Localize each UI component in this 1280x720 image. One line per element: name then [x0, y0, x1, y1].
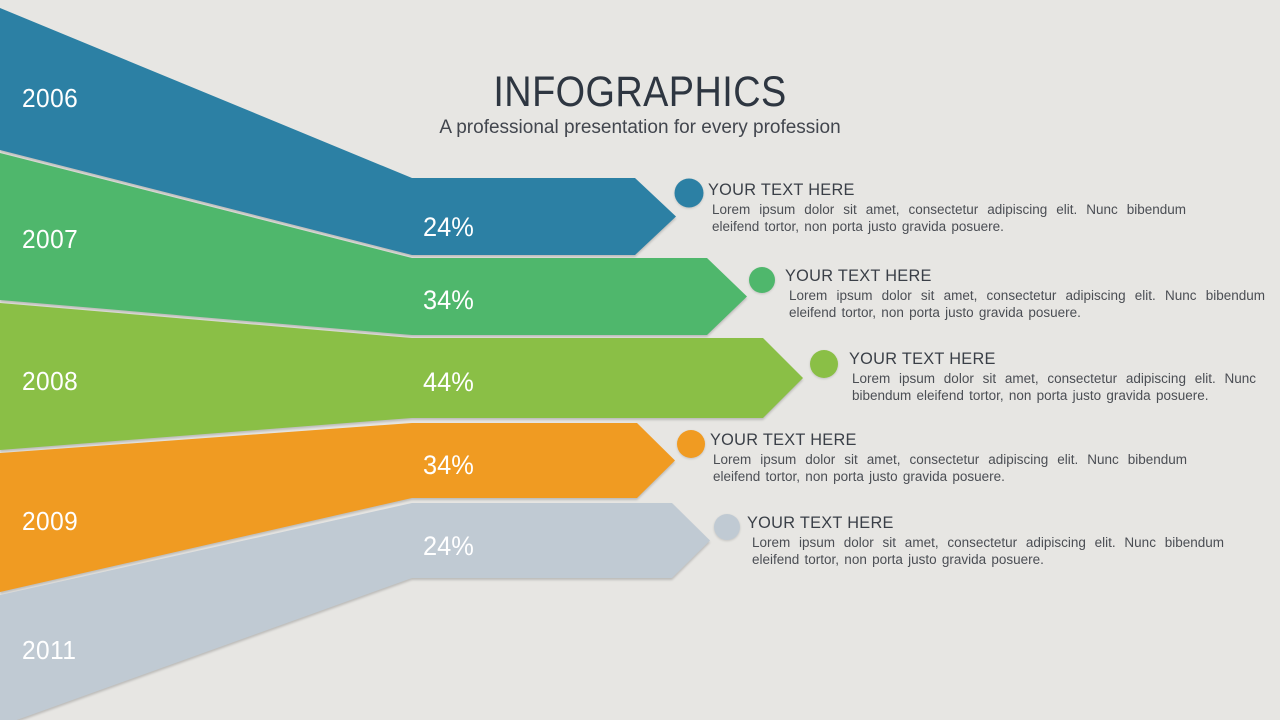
section-body-2007: Lorem ipsum dolor sit amet, consectetur … [789, 288, 1265, 320]
bullet-circle-2007 [749, 267, 775, 293]
ribbon-2008 [0, 303, 803, 450]
section-body-2009: Lorem ipsum dolor sit amet, consectetur … [713, 452, 1187, 484]
section-heading-2007: YOUR TEXT HERE [785, 266, 932, 285]
percent-label-2009: 34% [423, 450, 474, 480]
year-label-2009: 2009 [22, 506, 79, 536]
percent-label-2006: 24% [423, 212, 474, 242]
percent-label-2007: 34% [423, 285, 474, 315]
ribbon-2006 [0, 8, 676, 255]
section-body-2006: Lorem ipsum dolor sit amet, consectetur … [712, 202, 1186, 234]
year-label-2008: 2008 [22, 366, 79, 396]
section-heading-2009: YOUR TEXT HERE [710, 430, 857, 449]
bullet-circle-2006 [674, 178, 704, 208]
bullet-circle-2009 [677, 430, 705, 458]
page-title: INFOGRAPHICS [493, 68, 787, 116]
section-heading-2006: YOUR TEXT HERE [708, 180, 855, 199]
section-body-2011: Lorem ipsum dolor sit amet, consectetur … [752, 535, 1224, 567]
ribbon-2007 [0, 153, 747, 335]
ribbon-2009 [0, 423, 675, 592]
section-heading-2011: YOUR TEXT HERE [747, 513, 894, 532]
page-subtitle: A professional presentation for every pr… [439, 117, 841, 138]
year-label-2006: 2006 [22, 83, 79, 113]
bullet-circle-2011 [714, 514, 740, 540]
year-label-2007: 2007 [22, 224, 79, 254]
section-body-2008: Lorem ipsum dolor sit amet, consectetur … [852, 371, 1256, 403]
percent-label-2011: 24% [423, 531, 474, 561]
percent-label-2008: 44% [423, 367, 474, 397]
section-heading-2008: YOUR TEXT HERE [849, 349, 996, 368]
ribbon-2011 [0, 503, 710, 720]
bullet-circle-2008 [810, 350, 838, 378]
year-label-2011: 2011 [22, 635, 77, 665]
